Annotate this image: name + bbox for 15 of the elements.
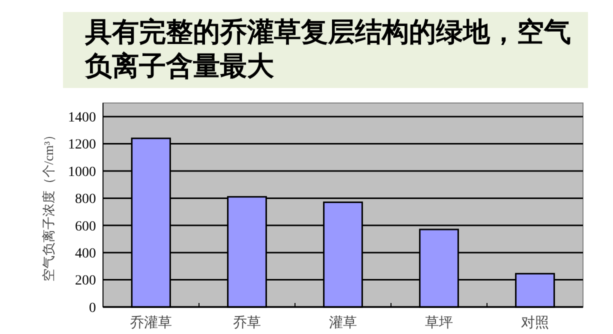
y-tick-label: 1400 — [68, 110, 96, 126]
x-tick-label: 乔灌草 — [130, 315, 172, 331]
x-tick-label: 灌草 — [329, 315, 357, 331]
y-tick-label: 400 — [75, 246, 96, 262]
x-tick-label: 乔草 — [233, 315, 261, 331]
y-tick-label: 1200 — [68, 138, 96, 153]
y-tick-label: 600 — [75, 219, 96, 234]
y-tick-label: 1000 — [68, 164, 96, 180]
y-tick-label: 800 — [75, 192, 96, 208]
y-axis-title: 空气负离子浓度（个/cm³） — [41, 128, 56, 282]
x-tick-label: 草坪 — [425, 315, 453, 331]
y-tick-label: 0 — [89, 300, 96, 316]
x-tick-label: 对照 — [521, 315, 549, 331]
chart-title: 具有完整的乔灌草复层结构的绿地，空气负离子含量最大 — [63, 12, 588, 88]
y-tick-label: 200 — [75, 274, 96, 289]
